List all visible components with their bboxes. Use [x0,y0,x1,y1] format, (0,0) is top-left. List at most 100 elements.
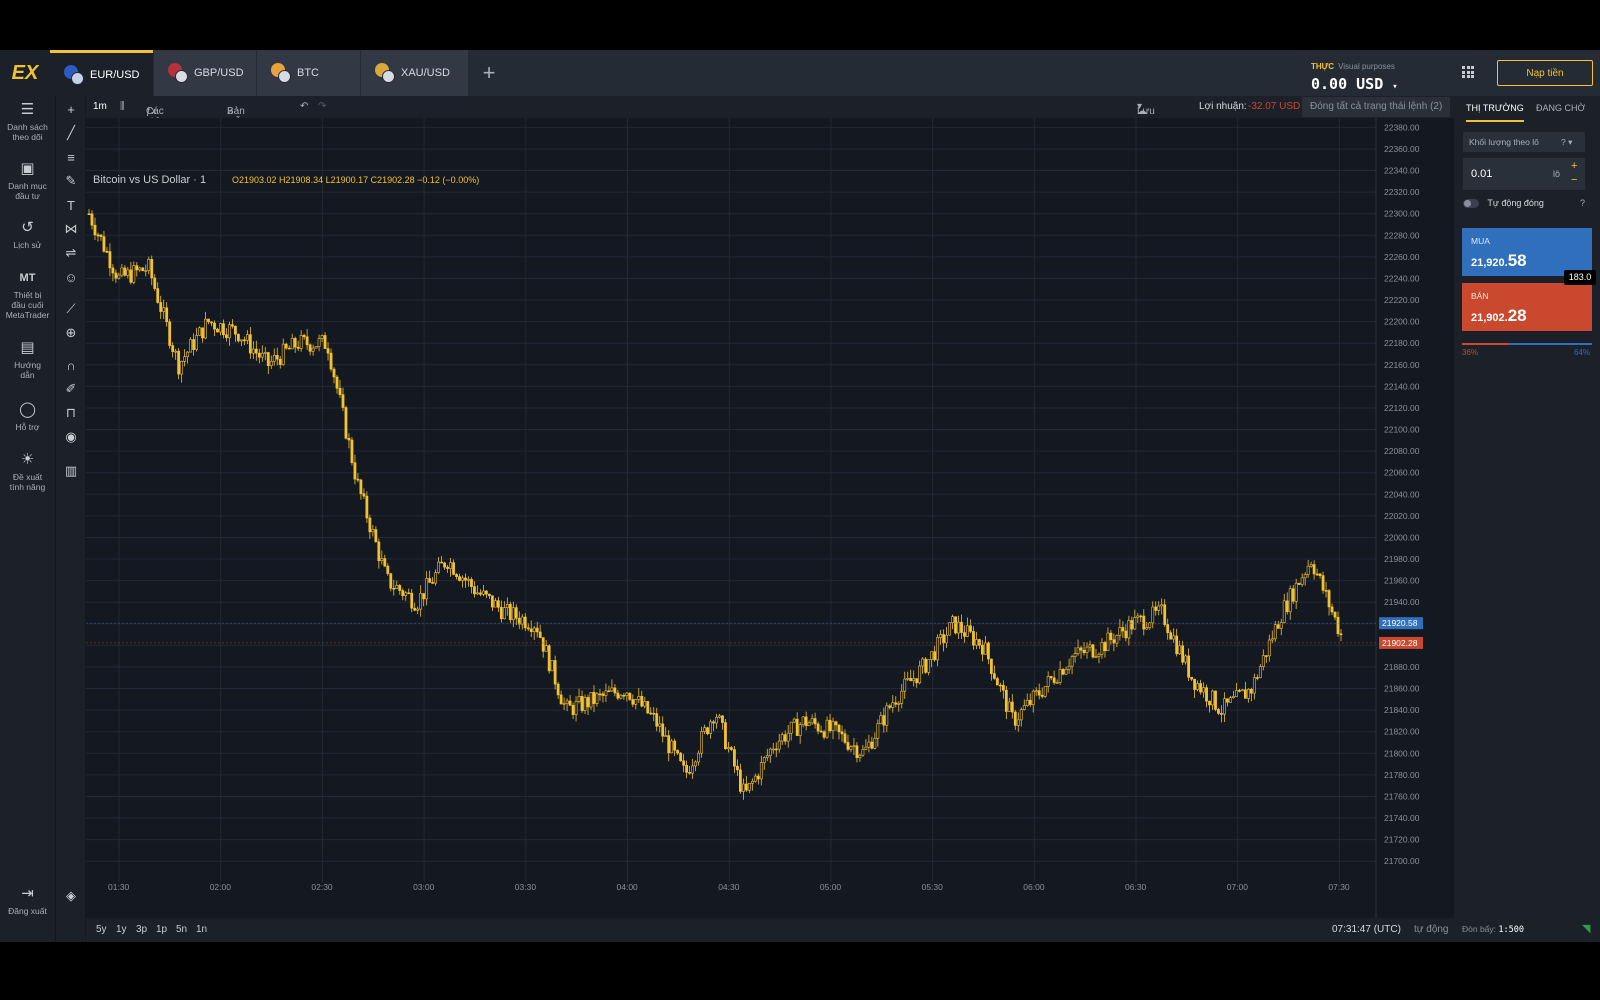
candle-body [1055,682,1059,684]
sidebar-item-support[interactable]: ◯ Hỗ trợ [0,402,55,433]
y-tick-label: 22040.00 [1384,489,1420,499]
buy-button[interactable]: MUA 21,920.58 [1462,228,1592,276]
candle-body [906,678,910,680]
sell-label: BÁN [1471,291,1489,301]
tab-pending[interactable]: ĐANG CHỜ [1536,103,1586,113]
sidebar-item-watchlist[interactable]: ☰ Danh sách theo dõi [0,102,55,143]
period-5y[interactable]: 5y [96,924,107,935]
candle-body [673,740,677,751]
close-all-button[interactable]: Đóng tất cả trạng thái lệnh (2) [1302,97,1451,117]
ruler-icon[interactable]: ⟋ [66,301,76,316]
lock-drawing-icon[interactable]: ✐ [65,381,77,396]
sell-percent: 36% [1462,348,1479,357]
undo-icon[interactable]: ↶ [300,101,309,112]
minus-icon[interactable]: − [1571,174,1578,186]
lot-input[interactable]: 0.01 lô + − [1463,158,1585,190]
trash-icon[interactable]: ▥ [64,463,78,478]
tab-eurusd[interactable]: EUR/USD [50,50,153,96]
candle-body [443,562,446,568]
auto-scale-button[interactable]: tự động [1414,924,1449,935]
candle-body [975,639,978,646]
apps-grid-icon[interactable] [1462,66,1474,78]
emoji-icon[interactable]: ☺ [64,269,78,285]
candle-body [840,731,844,735]
price-chart[interactable]: 22380.00 22360.00 22340.00 22320.00 22300.00… [86,118,1454,918]
period-1n[interactable]: 1n [196,924,208,935]
period-1y[interactable]: 1y [116,924,127,935]
order-panel: THỊ TRƯỜNG ĐANG CHỜ Khối lượng theo lô ?… [1454,96,1600,942]
trend-line-icon[interactable]: ╱ [67,125,75,140]
candle-body [1252,677,1256,694]
eye-icon[interactable]: ◉ [65,429,77,444]
sidebar-item-portfolio[interactable]: ▣ Danh mục đầu tư [0,161,55,202]
account-balance[interactable]: THỰC Visual purposes 0.00 USD ▾ [1311,56,1398,93]
period-3p[interactable]: 3p [136,924,148,935]
sidebar-label: Lịch sử [13,240,42,250]
candle-body [661,723,665,737]
candle-body [293,337,297,348]
top-bar: EX EUR/USD GBP/USD BTC XAU/USD + THỰC Vis… [0,50,1600,96]
auto-close-row[interactable]: Tự động đóng ? [1463,198,1585,209]
fib-lines-icon[interactable]: ≡ [67,149,75,165]
candle-type-icon[interactable]: ⫼ [120,101,125,112]
candle-body [156,288,160,303]
candle-body [419,593,423,610]
save-button[interactable]: ☁ Lưu ▾ [1137,101,1155,117]
candle-body [311,347,315,352]
candle-body [1010,701,1014,713]
period-1p[interactable]: 1p [156,924,168,935]
sidebar-item-guide[interactable]: ▤ Hướng dẫn [0,340,55,381]
lock-icon[interactable]: ⊓ [65,405,77,420]
period-5n[interactable]: 5n [176,924,188,935]
candle-body [201,327,204,339]
pattern-icon[interactable]: ⋈ [64,221,78,236]
text-icon[interactable]: T [67,197,75,213]
projection-icon[interactable]: ⇌ [65,245,77,260]
candle-body [141,267,145,272]
tab-xauusd[interactable]: XAU/USD [361,50,468,96]
zoom-in-icon[interactable]: ⊕ [65,325,77,340]
candle-body [765,755,769,758]
candle-body [670,740,674,754]
volume-type-select[interactable]: Khối lượng theo lô ? ▾ [1463,132,1585,152]
candle-body [153,277,157,289]
sell-button[interactable]: BÁN 21,902.28 [1462,283,1592,331]
sidebar-label: Thiết bị [13,290,42,300]
sell-price-pips: 28 [1507,306,1527,325]
candle-body [1270,638,1274,641]
magnet-icon[interactable]: ∩ [66,357,76,373]
buy-label: MUA [1471,236,1490,246]
candle-body [966,625,969,637]
candle-body [207,318,210,323]
candle-body [401,590,405,596]
candle-body [299,335,303,349]
interval-button[interactable]: 1m [93,101,107,112]
redo-icon[interactable]: ↷ [318,101,327,112]
layers-icon[interactable]: ◈ [66,888,76,903]
x-tick-label: 03:00 [413,882,435,892]
y-tick-label: 22220.00 [1384,295,1420,305]
sidebar-item-metatrader[interactable]: MT Thiết bị đầu cuối MetaTrader [0,270,55,320]
deposit-button[interactable]: Nạp tiền [1497,60,1593,86]
candle-body [416,608,420,611]
tab-market[interactable]: THỊ TRƯỜNG [1466,100,1524,122]
candle-body [1127,620,1131,639]
auto-close-toggle[interactable] [1463,199,1479,209]
plus-icon[interactable]: + [1571,160,1578,172]
x-tick-label: 04:00 [617,882,639,892]
sidebar-item-feature-request[interactable]: ☀ Đề xuất tính năng [0,451,55,493]
logout-button[interactable]: ⇥ Đăng xuất [0,886,55,917]
candle-body [951,616,954,623]
candle-body [1312,564,1316,575]
add-tab-button[interactable]: + [482,60,496,85]
candle-body [927,659,931,673]
brush-icon[interactable]: ✎ [65,173,77,188]
lightbulb-icon: ☀ [20,451,35,468]
candle-body [697,752,700,763]
exness-logo[interactable]: EX [0,50,50,96]
candle-body [490,595,494,608]
tab-gbpusd[interactable]: GBP/USD [154,50,256,96]
crosshair-icon[interactable]: + [67,101,75,117]
tab-btc[interactable]: BTC [257,50,360,96]
sidebar-item-history[interactable]: ↺ Lịch sử [0,220,55,251]
